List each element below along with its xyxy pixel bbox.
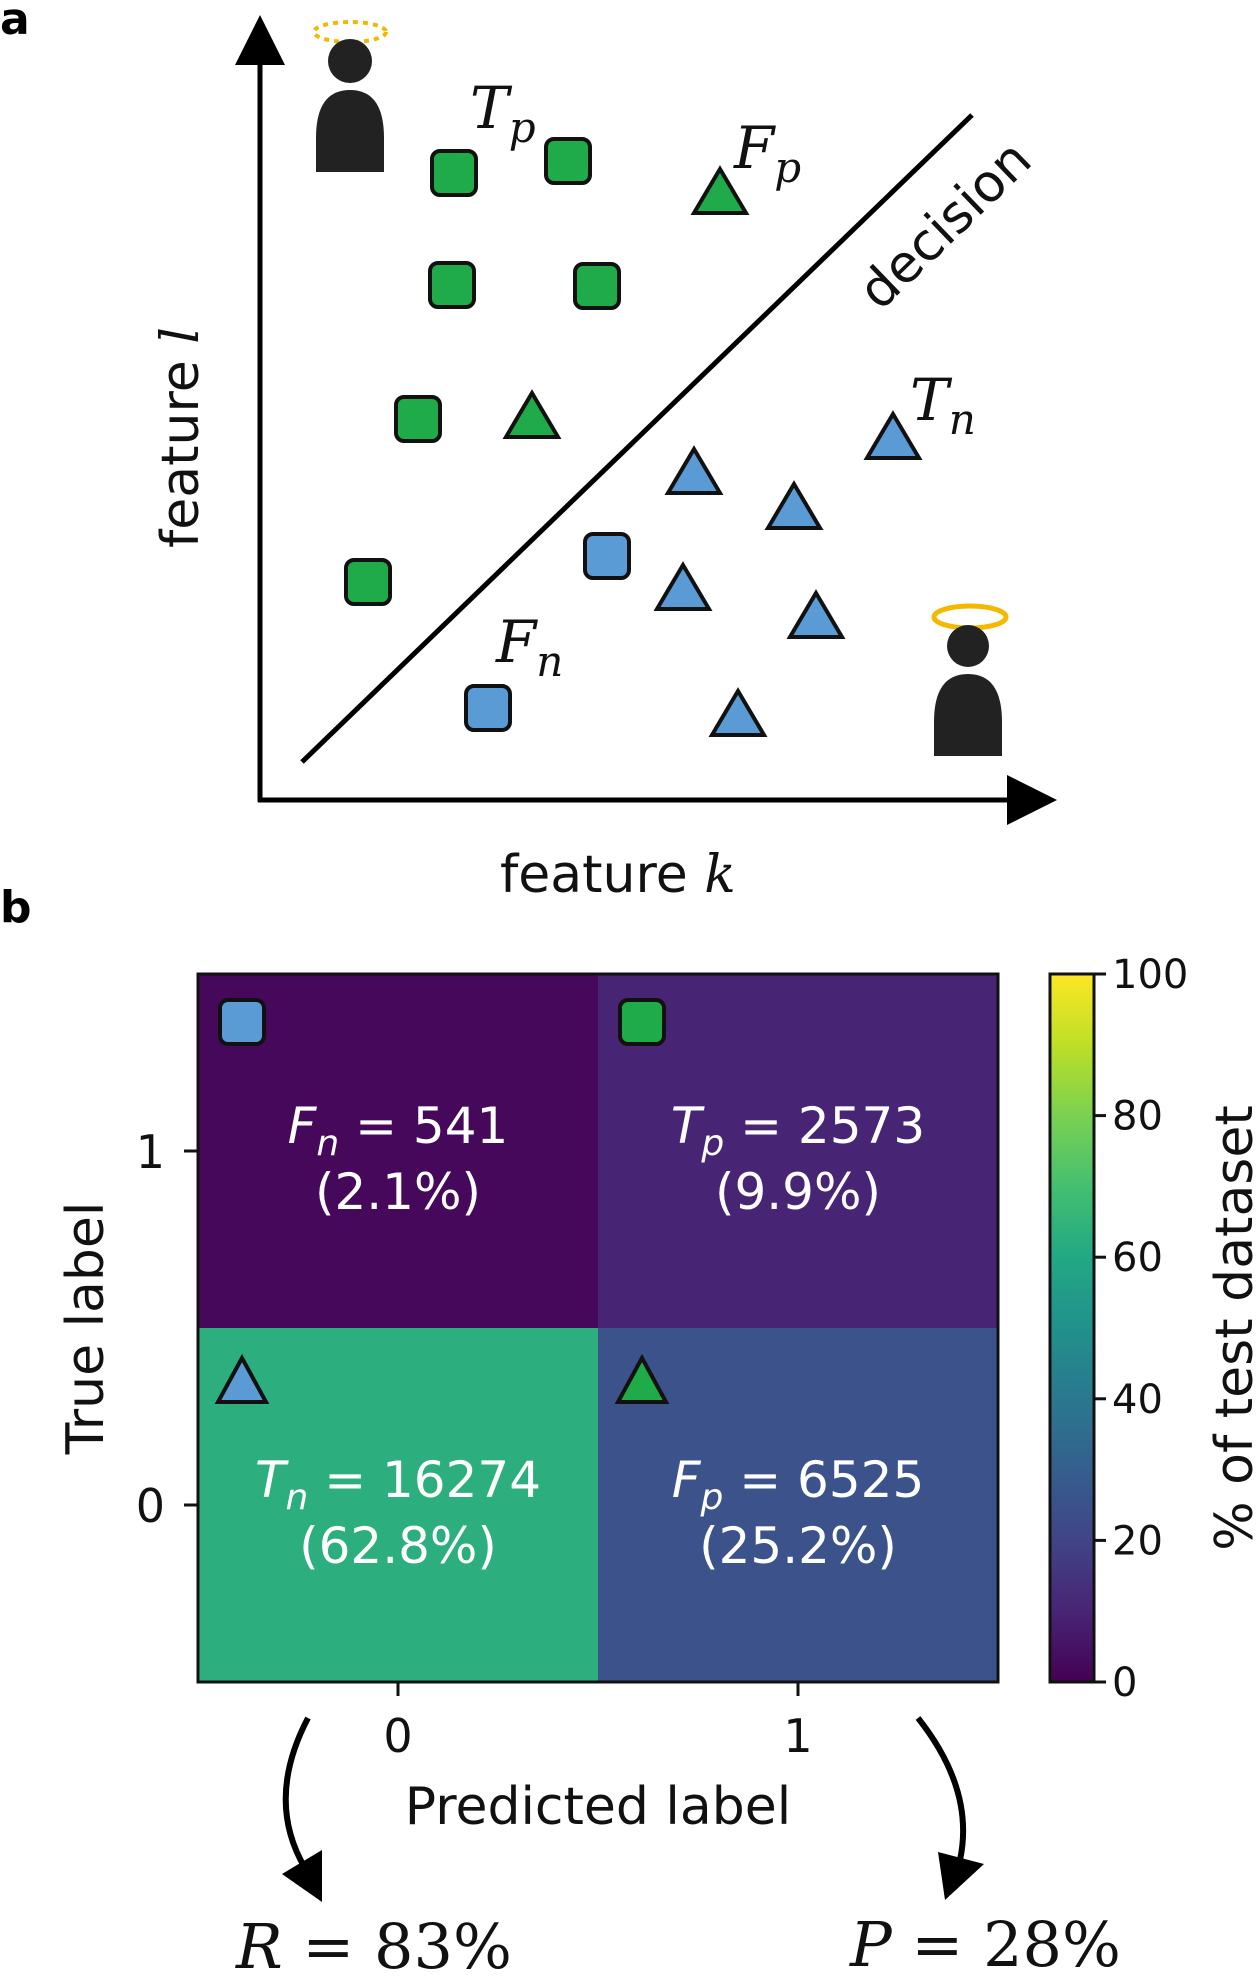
- decision-label: decision: [847, 129, 1043, 321]
- recall-arrowhead: [282, 1850, 322, 1902]
- fp-label: Fp: [733, 114, 801, 192]
- recall-arrow: [282, 1716, 311, 1870]
- fp-triangle: [690, 165, 750, 215]
- tn-label: Tn: [910, 366, 976, 444]
- tp-square: [544, 137, 592, 185]
- matrix-frame: [196, 972, 1000, 1684]
- colorbar-tick-label: 20: [1112, 1518, 1163, 1564]
- cell-percent-label: (62.8%): [299, 1517, 497, 1575]
- y-tick-label: 0: [136, 1479, 165, 1533]
- cell-percent-label: (2.1%): [315, 1163, 481, 1221]
- y-axis-label-a: feature l: [151, 327, 211, 548]
- x-tick-label: 0: [383, 1709, 412, 1763]
- colorbar-label: % of test dataset: [1205, 1105, 1258, 1551]
- matrix-cell: [198, 1328, 598, 1682]
- x-axis-label-a: feature k: [500, 845, 736, 905]
- triangle-marker-icon: [614, 1353, 670, 1404]
- tn-triangle: [708, 687, 768, 737]
- tp-square: [394, 395, 442, 443]
- precision-arrowhead: [938, 1852, 984, 1900]
- person-dashed-halo-icon: [312, 20, 388, 172]
- tp-square: [428, 261, 476, 309]
- panel-a-letter: a: [0, 0, 30, 45]
- square-marker-icon: [218, 998, 266, 1046]
- precision-value: P = 28%: [849, 1908, 1121, 1976]
- y-axis-label: True label: [56, 1202, 116, 1456]
- scatter-marks: [344, 137, 923, 737]
- tp-square: [430, 149, 478, 197]
- x-axis-label: Predicted label: [405, 1777, 791, 1837]
- tp-square: [344, 558, 392, 606]
- cell-count-label: Tp = 2573: [671, 1097, 925, 1164]
- tp-label: Tp: [470, 74, 536, 152]
- y-ticks: 1 0: [136, 1125, 198, 1533]
- tp-square: [573, 262, 621, 310]
- colorbar-tick-label: 0: [1112, 1660, 1137, 1706]
- colorbar-tick-label: 60: [1112, 1235, 1163, 1281]
- triangle-marker-icon: [214, 1353, 270, 1404]
- x-ticks: 0 1: [383, 1682, 813, 1763]
- fn-square: [464, 684, 512, 732]
- tn-triangle: [764, 480, 824, 530]
- matrix-cell: [598, 1328, 998, 1682]
- panel-b-letter: b: [0, 882, 32, 933]
- cell-count-label: Fn = 541: [288, 1097, 509, 1164]
- fp-triangle: [502, 389, 562, 439]
- cell-percent-label: (9.9%): [715, 1163, 881, 1221]
- tn-triangle: [863, 410, 923, 460]
- y-tick-label: 1: [136, 1125, 165, 1179]
- fn-square: [583, 532, 631, 580]
- square-marker-icon: [618, 998, 666, 1046]
- tn-triangle: [653, 561, 713, 611]
- recall-value: R = 83%: [235, 1910, 512, 1976]
- cell-count-label: Tn = 16274: [255, 1451, 541, 1518]
- colorbar-tick-label: 40: [1112, 1377, 1163, 1423]
- colorbar: [1048, 972, 1096, 1684]
- fn-label: Fn: [495, 608, 563, 686]
- confusion-matrix-labels: Fn = 541(2.1%)Tp = 2573(9.9%)Tn = 16274(…: [255, 1097, 925, 1575]
- colorbar-tick-label: 80: [1112, 1094, 1163, 1140]
- x-tick-label: 1: [783, 1709, 812, 1763]
- cell-count-label: Fp = 6525: [672, 1451, 925, 1518]
- cell-percent-label: (25.2%): [699, 1517, 897, 1575]
- tn-triangle: [664, 445, 724, 495]
- decision-boundary: [300, 113, 974, 764]
- confusion-matrix: [198, 974, 998, 1682]
- colorbar-tick-label: 100: [1112, 952, 1188, 998]
- precision-arrow: [915, 1716, 967, 1861]
- colorbar-ticks: 0 20 40 60 80 100: [1094, 952, 1188, 1706]
- tn-triangle: [786, 589, 846, 639]
- person-halo-icon: [931, 603, 1009, 756]
